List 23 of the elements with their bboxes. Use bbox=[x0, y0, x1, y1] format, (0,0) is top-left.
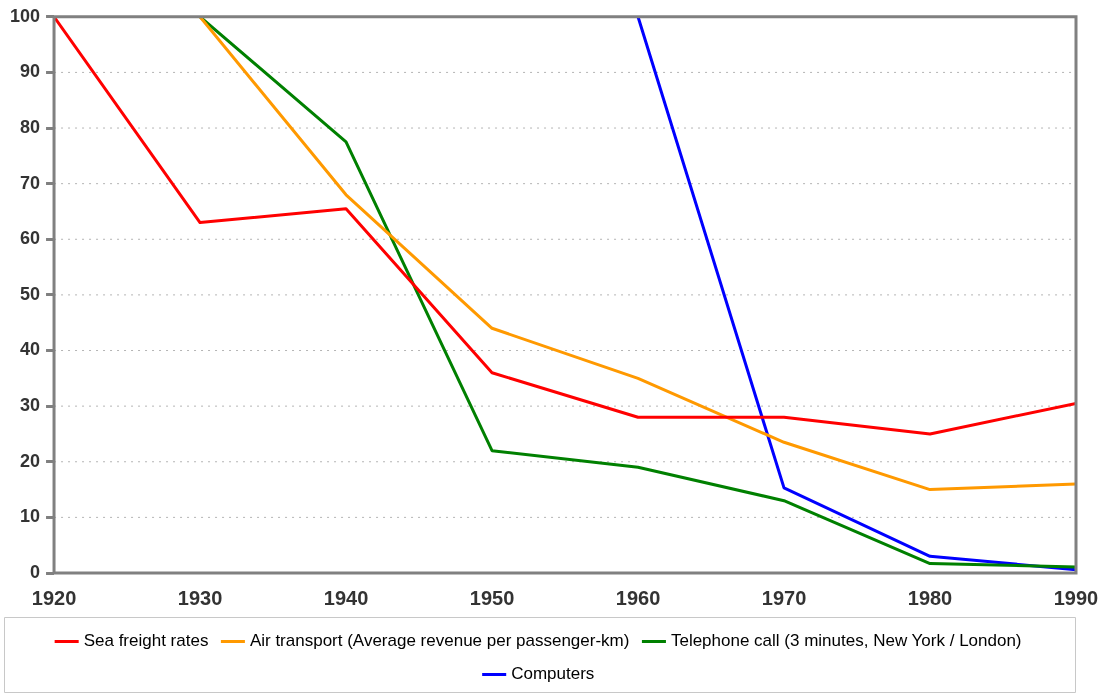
y-tick-label: 70 bbox=[20, 172, 41, 193]
legend-label: Air transport (Average revenue per passenger-km) bbox=[249, 631, 630, 651]
legend-label: Telephone call (3 minutes, New York / London) bbox=[670, 631, 1022, 651]
y-tick-label: 0 bbox=[30, 561, 41, 582]
x-tick-label: 1970 bbox=[761, 586, 807, 609]
y-tick-label: 100 bbox=[9, 5, 41, 26]
y-tick-label: 20 bbox=[20, 450, 41, 471]
y-tick-label: 30 bbox=[20, 395, 41, 416]
y-tick-label: 40 bbox=[20, 339, 41, 360]
y-tick-label: 60 bbox=[20, 228, 41, 249]
y-tick-label: 10 bbox=[20, 506, 41, 527]
x-tick-label: 1980 bbox=[907, 586, 953, 609]
legend-label: Sea freight rates bbox=[83, 631, 209, 651]
y-tick-label: 80 bbox=[20, 117, 41, 138]
x-tick-label: 1990 bbox=[1053, 586, 1099, 609]
x-tick-label: 1920 bbox=[31, 586, 77, 609]
x-tick-label: 1950 bbox=[469, 586, 515, 609]
y-tick-label: 90 bbox=[20, 61, 41, 82]
x-tick-label: 1940 bbox=[323, 586, 369, 609]
legend-label: Computers bbox=[511, 664, 595, 684]
x-tick-label: 1930 bbox=[177, 586, 223, 609]
x-tick-label: 1960 bbox=[615, 586, 661, 609]
y-tick-label: 50 bbox=[20, 283, 41, 304]
